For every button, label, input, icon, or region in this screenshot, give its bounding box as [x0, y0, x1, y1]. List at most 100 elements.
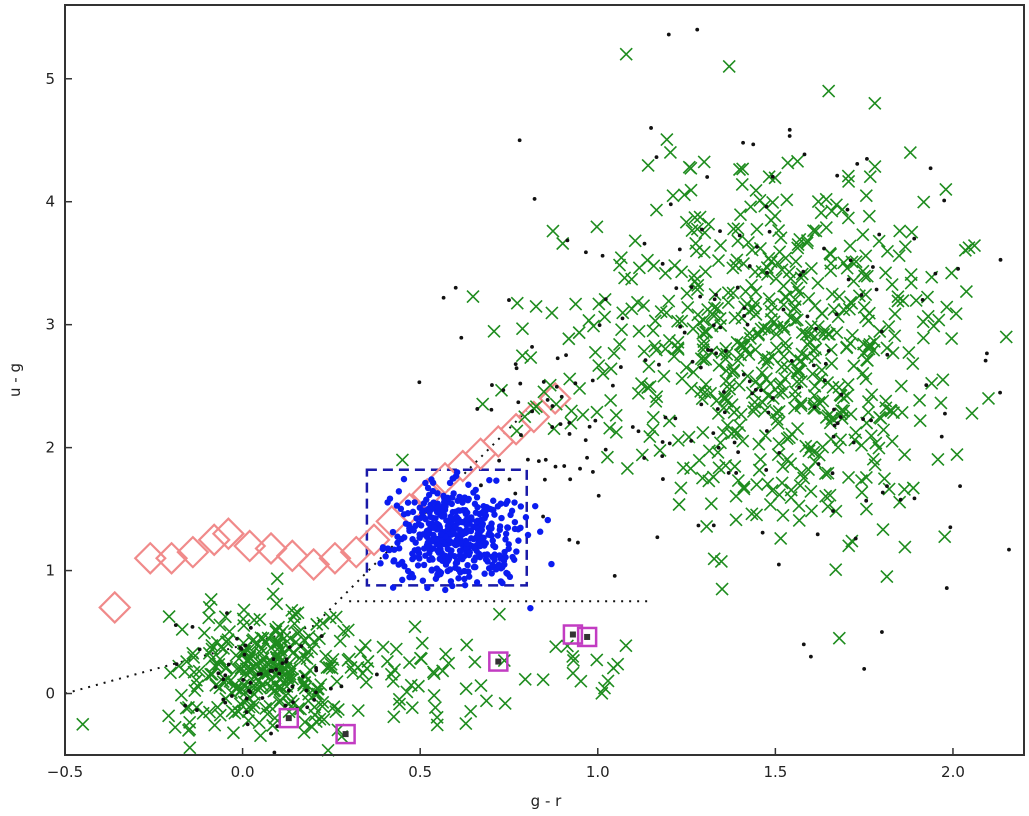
cross-point [824, 264, 838, 278]
cross-point [671, 433, 685, 447]
black-point [718, 325, 723, 330]
cross-point [566, 666, 580, 680]
blue-point [422, 479, 429, 487]
cross-point [614, 323, 629, 337]
black-point [723, 349, 728, 353]
black-point [737, 233, 742, 238]
blue-point [470, 563, 478, 571]
black-point [689, 438, 694, 443]
cross-point [905, 225, 919, 239]
black-point [834, 312, 839, 317]
blue-point [443, 517, 450, 524]
cross-point [761, 477, 775, 491]
cross-point [822, 84, 836, 98]
cross-point [696, 425, 710, 440]
cross-point [888, 329, 902, 343]
cross-point [479, 694, 493, 708]
blue-point [483, 551, 491, 559]
x-tick-label: −0.5 [47, 763, 83, 781]
cross-point [273, 682, 287, 696]
cross-point [415, 636, 429, 650]
black-point [770, 396, 775, 400]
cross-point [868, 96, 882, 110]
diamond-point [254, 531, 288, 565]
cross-point [634, 377, 649, 391]
x-tick-label: 0.0 [231, 763, 255, 781]
black-point [822, 246, 826, 251]
blue-point [391, 546, 398, 553]
cross-point [831, 440, 845, 455]
black-point [830, 471, 835, 476]
black-point [998, 390, 1002, 395]
cross-point [690, 222, 704, 236]
black-point [879, 329, 884, 334]
cross-point [841, 169, 855, 183]
cross-point [320, 661, 334, 675]
cross-point [609, 425, 623, 439]
black-point [939, 434, 944, 439]
black-point [567, 537, 572, 542]
blue-point [467, 527, 475, 535]
cross-point [317, 712, 331, 727]
cross-point [745, 507, 759, 521]
cross-point [780, 193, 794, 207]
black-point [587, 424, 592, 429]
black-point [525, 457, 530, 462]
blue-point [459, 531, 466, 538]
black-point [736, 450, 741, 455]
cross-point [792, 513, 806, 528]
black-point [944, 586, 949, 590]
cross-point [719, 352, 733, 366]
black-point [660, 261, 665, 266]
cross-point [749, 508, 764, 522]
square-point [278, 707, 300, 729]
cross-point [700, 519, 714, 533]
black-point [712, 297, 717, 302]
cross-point [254, 631, 268, 645]
black-point [661, 477, 665, 481]
black-point [291, 700, 295, 705]
black-point [490, 383, 494, 387]
cross-point [181, 700, 196, 714]
cross-point [774, 531, 788, 545]
black-point [898, 497, 903, 502]
cross-point [387, 710, 401, 724]
cross-point [859, 189, 873, 203]
cross-point [697, 155, 711, 169]
cross-point [641, 158, 655, 173]
black-point [689, 285, 694, 290]
cross-point [743, 331, 757, 346]
cross-point [766, 195, 780, 209]
cross-point [747, 401, 762, 415]
cross-point [945, 331, 959, 346]
black-point [832, 423, 837, 428]
blue-point [395, 545, 403, 552]
cross-point [287, 617, 302, 631]
cross-point [713, 311, 727, 325]
cross-point [183, 741, 197, 755]
cross-point [765, 350, 779, 364]
cross-point [863, 170, 877, 184]
cross-point [590, 653, 604, 667]
cross-point [228, 706, 242, 720]
black-point [831, 509, 835, 513]
black-point [541, 380, 546, 384]
blue-point [507, 511, 514, 519]
diamond-point [297, 547, 331, 581]
cross-point [562, 332, 576, 346]
cross-point [841, 377, 855, 392]
blue-point [482, 512, 490, 519]
cross-point [632, 324, 646, 338]
cross-point [297, 725, 311, 740]
cross-point [380, 654, 394, 668]
cross-point [892, 249, 906, 263]
cross-point [699, 352, 713, 366]
black-point [846, 277, 851, 282]
cross-point [903, 145, 917, 160]
blue-point [471, 544, 478, 552]
cross-point [785, 427, 799, 441]
cross-point [788, 313, 802, 327]
blue-point [496, 552, 503, 559]
cross-point [939, 182, 953, 196]
cross-point [821, 466, 835, 480]
